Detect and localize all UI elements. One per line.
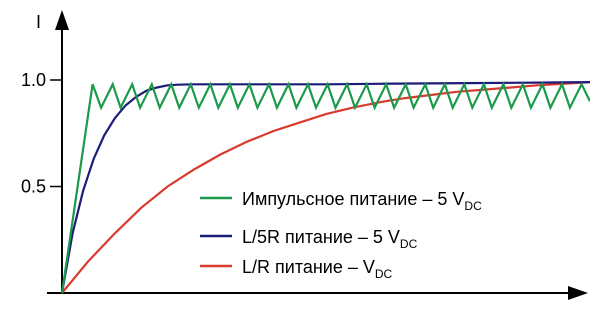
y-ticks: 0.5 1.0 [21, 70, 62, 197]
legend-label-1: L/5R питание – 5 VDC [242, 227, 418, 251]
y-axis-arrow [55, 10, 69, 30]
series-group [60, 81, 590, 294]
legend-label-text-1: L/5R питание – 5 V [242, 227, 400, 247]
y-axis-title: I [36, 12, 41, 32]
x-axis-arrow [568, 286, 588, 300]
legend-label-0: Импульсное питание – 5 VDC [242, 189, 482, 213]
legend-label-text-2: L/R питание – V [242, 257, 375, 277]
legend-label-sub-1: DC [400, 237, 418, 251]
y-tick-label-0: 0.5 [21, 177, 46, 197]
legend-label-text-0: Импульсное питание – 5 V [242, 189, 464, 209]
chart-axes: I [36, 10, 588, 300]
series-line-0 [60, 81, 590, 294]
legend-label-2: L/R питание – VDC [242, 257, 393, 281]
y-tick-label-1: 1.0 [21, 70, 46, 90]
series-line-1 [60, 81, 590, 294]
legend-label-sub-2: DC [375, 267, 393, 281]
legend-label-sub-0: DC [464, 199, 482, 213]
